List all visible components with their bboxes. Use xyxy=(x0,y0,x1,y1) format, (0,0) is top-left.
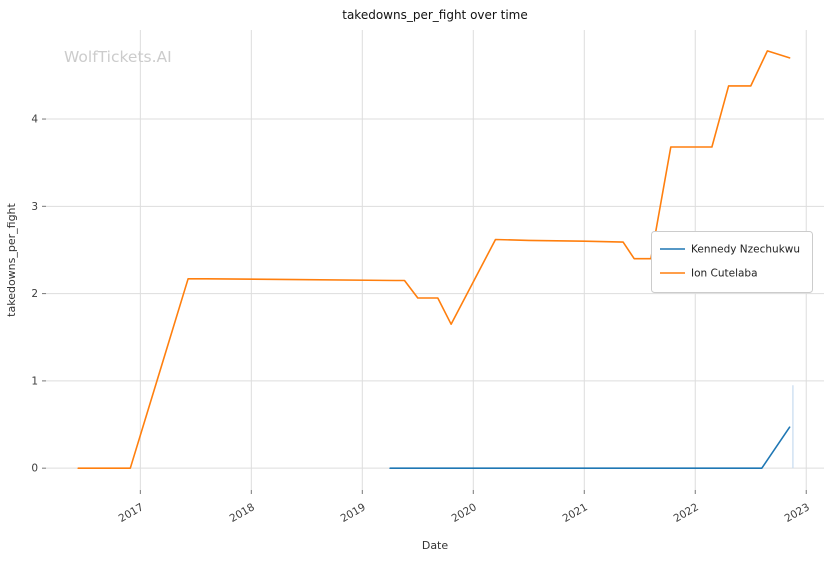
x-tick-label: 2020 xyxy=(450,501,479,525)
x-tick-label: 2018 xyxy=(228,501,257,525)
x-tick-label: 2019 xyxy=(339,501,368,525)
y-axis-label: takedowns_per_fight xyxy=(5,202,18,316)
y-tick-label: 3 xyxy=(31,201,38,213)
y-tick-label: 4 xyxy=(31,114,38,126)
legend: Kennedy Nzechukwu Ion Cutelaba xyxy=(651,231,813,293)
x-tick-label: 2023 xyxy=(783,501,812,525)
y-tick-label: 2 xyxy=(31,288,38,300)
legend-label-ion-cutelaba: Ion Cutelaba xyxy=(691,268,758,280)
y-tick-label: 0 xyxy=(31,463,38,475)
legend-label-kennedy-nzechukwu: Kennedy Nzechukwu xyxy=(691,244,800,256)
chart-title: takedowns_per_fight over time xyxy=(342,8,528,22)
x-tick-label: 2021 xyxy=(561,501,590,525)
y-tick-label: 1 xyxy=(31,375,38,387)
series-line-ion-cutelaba xyxy=(77,50,791,470)
x-tick-label: 2017 xyxy=(117,501,146,525)
watermark: WolfTickets.AI xyxy=(64,48,172,66)
x-axis-label: Date xyxy=(422,539,449,552)
x-tick-label: 2022 xyxy=(672,501,701,525)
series-line-kennedy-nzechukwu xyxy=(389,426,791,470)
legend-box xyxy=(651,231,813,293)
